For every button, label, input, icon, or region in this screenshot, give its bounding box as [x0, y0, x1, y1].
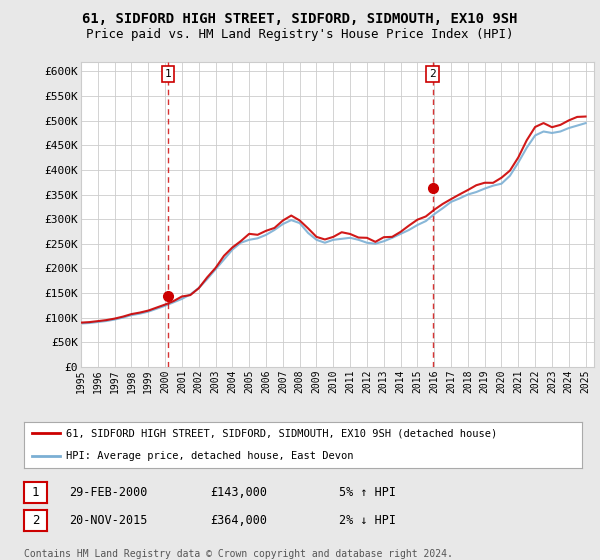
- Text: 20-NOV-2015: 20-NOV-2015: [69, 514, 148, 528]
- Text: 1: 1: [164, 69, 171, 79]
- Text: 2: 2: [32, 514, 39, 528]
- Text: 2: 2: [429, 69, 436, 79]
- Text: HPI: Average price, detached house, East Devon: HPI: Average price, detached house, East…: [66, 451, 353, 461]
- Text: £143,000: £143,000: [210, 486, 267, 500]
- Text: 2% ↓ HPI: 2% ↓ HPI: [339, 514, 396, 528]
- Text: £364,000: £364,000: [210, 514, 267, 528]
- Text: 1: 1: [32, 486, 39, 500]
- Text: 5% ↑ HPI: 5% ↑ HPI: [339, 486, 396, 500]
- Text: Price paid vs. HM Land Registry's House Price Index (HPI): Price paid vs. HM Land Registry's House …: [86, 28, 514, 41]
- Text: 61, SIDFORD HIGH STREET, SIDFORD, SIDMOUTH, EX10 9SH: 61, SIDFORD HIGH STREET, SIDFORD, SIDMOU…: [82, 12, 518, 26]
- Text: Contains HM Land Registry data © Crown copyright and database right 2024.
This d: Contains HM Land Registry data © Crown c…: [24, 549, 453, 560]
- Text: 29-FEB-2000: 29-FEB-2000: [69, 486, 148, 500]
- Text: 61, SIDFORD HIGH STREET, SIDFORD, SIDMOUTH, EX10 9SH (detached house): 61, SIDFORD HIGH STREET, SIDFORD, SIDMOU…: [66, 428, 497, 438]
